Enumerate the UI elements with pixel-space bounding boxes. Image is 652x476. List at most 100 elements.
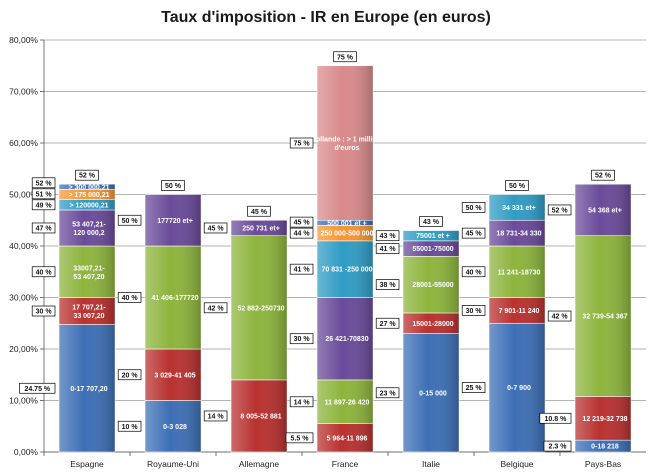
rate-box xyxy=(31,188,56,200)
y-tick-label: 70,00% xyxy=(9,87,38,97)
bar-segment-shade xyxy=(403,230,459,241)
bar-segment-shade xyxy=(489,194,545,221)
bar-segment-shade xyxy=(575,440,631,452)
rate-label: 14 % xyxy=(294,399,311,406)
segment-label-line: 11 241-18730 xyxy=(498,269,541,276)
rate-box xyxy=(31,177,56,189)
bar-segment-shade xyxy=(231,379,287,452)
rate-label: 47 % xyxy=(36,225,53,232)
rate-label: 40 % xyxy=(36,269,53,276)
rate-label: 41 % xyxy=(294,267,311,274)
segment-label: 0-7 900 xyxy=(507,385,531,392)
bars xyxy=(58,65,632,453)
rate-box xyxy=(289,216,314,228)
rate-box xyxy=(289,137,314,149)
segment-label-line: 34 331 et+ xyxy=(502,205,536,212)
segment-label-line: > 175 000,21 xyxy=(68,192,109,199)
x-axis: Espagne Royaume-Uni Allemagne France Italie B… xyxy=(70,459,621,469)
rate-label: 10 % xyxy=(122,424,139,431)
top-rate-box xyxy=(419,216,443,227)
segment-label: 75001 et + xyxy=(416,233,450,240)
bar-segment-shade xyxy=(231,220,287,236)
top-rate-box xyxy=(247,205,271,217)
segment-label-line: 250 000-500 000 xyxy=(321,231,374,238)
bar-labels: 0-17 707,20 24.75 % 17 707,21-33 007,20 30 … xyxy=(19,51,628,452)
segment-label: 26 421-70830 xyxy=(325,336,368,343)
segment-label: 28001-55000 xyxy=(412,282,453,289)
segment-label: 54 368 et+ xyxy=(588,207,622,214)
segment-label-line: 0-17 707,20 xyxy=(70,386,107,393)
bar-segment-shade xyxy=(317,423,373,452)
rate-label: 75 % xyxy=(294,141,311,148)
segment-label-line: d'euros xyxy=(334,145,359,152)
category-label: France xyxy=(332,459,359,469)
segment-label-line: 0-3 028 xyxy=(163,424,187,431)
segment-label: > 300 000,21 xyxy=(68,184,109,191)
segment-label-line: 12 219-32 738 xyxy=(582,416,627,423)
segment-label-line: 500 001 et + xyxy=(327,220,367,227)
segment-label: 0-15 000 xyxy=(419,390,447,397)
segment-label-line: 17 707,21- xyxy=(72,305,106,312)
rate-label: 14 % xyxy=(208,413,225,420)
rate-label: 2.3 % xyxy=(549,444,568,451)
rate-box xyxy=(117,369,142,381)
bar-segment-shade xyxy=(145,349,201,401)
segment-label-line: 177720 et+ xyxy=(157,218,193,225)
segment-label: > 120000,21 xyxy=(69,202,108,209)
rate-box xyxy=(375,243,400,254)
rate-box xyxy=(31,199,56,211)
y-tick-label: 50,00% xyxy=(9,190,38,200)
top-rate-label: 50 % xyxy=(165,183,182,190)
segment-label-line: 0-15 000 xyxy=(419,390,447,397)
segment-label: 17 707,21-33 007,20 xyxy=(72,305,106,321)
rate-box xyxy=(289,227,314,239)
rate-label: 45 % xyxy=(294,220,311,227)
bar-segment-shade xyxy=(317,220,373,226)
bar-segment-shade xyxy=(317,225,373,241)
category-label: Royaume-Uni xyxy=(147,459,199,469)
rate-box xyxy=(461,382,486,393)
y-tick-label: 0,00% xyxy=(14,447,39,457)
segment-label: 250 731 et+ xyxy=(242,225,280,232)
segment-label-line: 26 421-70830 xyxy=(325,336,368,343)
rate-box xyxy=(117,214,142,226)
rate-label: 10.8 % xyxy=(545,416,568,423)
top-rate-label: 52 % xyxy=(79,173,96,180)
rate-box xyxy=(461,305,486,316)
bar-segment-shade xyxy=(145,246,201,349)
rate-box xyxy=(543,440,572,452)
rate-label: 30 % xyxy=(36,309,53,316)
segment-label-line: 11 897-26 420 xyxy=(325,399,370,406)
segment-label: 34 331 et+ xyxy=(502,205,536,212)
rate-box xyxy=(19,382,56,394)
rate-label: 52 % xyxy=(552,207,569,214)
bar-segment-shade xyxy=(489,297,545,324)
y-tick-label: 80,00% xyxy=(9,35,38,45)
category-label: Belgique xyxy=(500,459,533,469)
rate-box xyxy=(31,266,56,278)
bar-segment-shade xyxy=(231,235,287,380)
y-tick-label: 60,00% xyxy=(9,138,38,148)
segment-label: 7 901-11 240 xyxy=(499,308,540,315)
bar-segment-shade xyxy=(59,324,115,452)
segment-label-line: 53 407,20 xyxy=(73,274,104,281)
bar-segment-shade xyxy=(145,400,201,452)
y-tick-label: 20,00% xyxy=(9,344,38,354)
top-rate-label: 43 % xyxy=(423,219,440,226)
rate-box xyxy=(285,432,314,444)
rate-label: 42 % xyxy=(208,305,225,312)
top-rate-label: 75 % xyxy=(337,54,354,61)
segment-label-line: 0-7 900 xyxy=(507,385,531,392)
top-rate-box xyxy=(161,180,185,191)
segment-label: 8 005-52 881 xyxy=(240,413,281,420)
bar-segment-shade xyxy=(59,246,115,298)
rate-label: 50 % xyxy=(466,205,483,212)
bar-segment-shade xyxy=(59,297,115,325)
category-label: Allemagne xyxy=(239,459,279,469)
segment-label: 70 831 -250 000 xyxy=(322,267,373,274)
category-label: Espagne xyxy=(70,459,104,469)
rate-label: 50 % xyxy=(122,218,139,225)
segment-label: 250 000-500 000 xyxy=(321,231,374,238)
segment-label-line: 18 731-34 330 xyxy=(496,231,541,238)
